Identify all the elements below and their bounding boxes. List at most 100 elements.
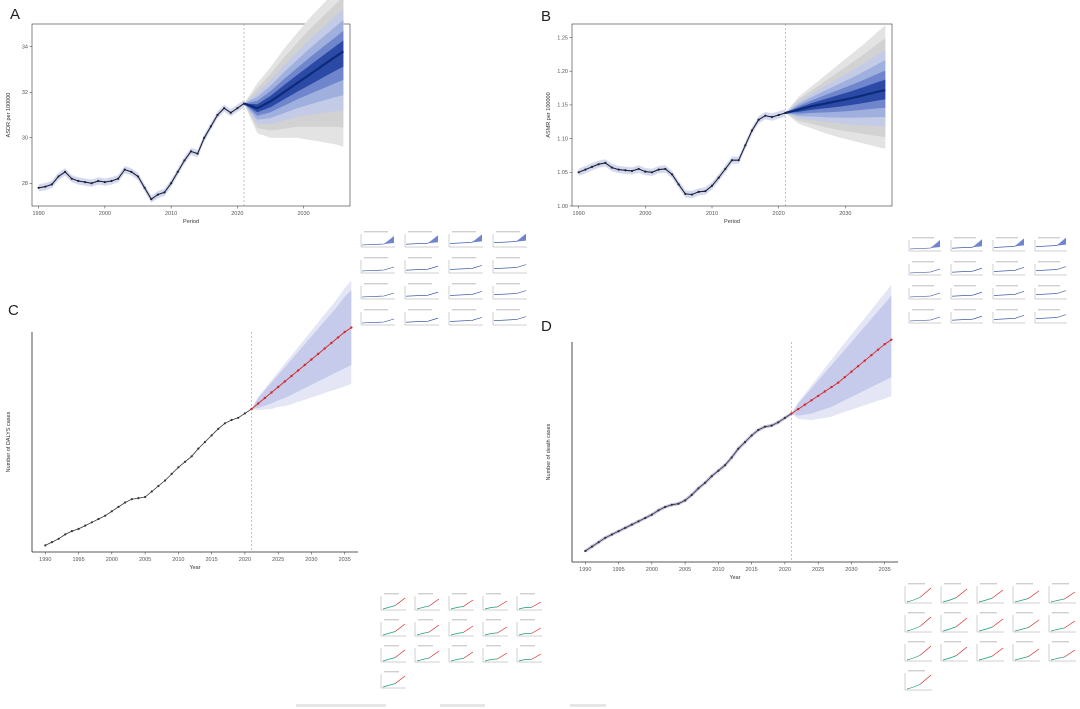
mini-chart-svg [360,257,395,274]
mini-predicted-line [395,623,406,632]
age-group-mini-chart [488,256,528,278]
age-group-mini-chart [400,256,440,278]
x-tick-label: 2020 [231,211,243,217]
predicted-point [830,385,833,389]
age-group-mini-chart [444,256,484,278]
y-tick-label: 32 [22,90,28,96]
observed-point [50,183,53,186]
observed-point [777,421,780,424]
mini-predicted-line [1028,590,1040,599]
observed-point [157,484,160,488]
mini-chart-svg [360,231,395,248]
mini-predicted-line [497,652,508,660]
x-tick-label: 2005 [139,557,151,563]
age-group-mini-chart [946,308,984,328]
mini-chart-svg [360,309,395,326]
mini-chart-svg [904,670,932,691]
x-tick-label: 2010 [172,557,184,563]
age-group-mini-chart [1044,611,1077,637]
fitted-line [584,412,793,553]
predicted-point [883,343,886,346]
age-group-mini-chart [936,640,969,666]
mini-chart-svg [1034,285,1067,300]
observed-point [657,168,660,171]
mini-trend-line [361,318,395,324]
observed-point [777,113,780,117]
observed-point [703,481,707,484]
predicted-point [890,338,893,341]
x-tick-label: 2000 [639,211,651,217]
y-tick-label: 1.05 [557,170,568,176]
observed-point [630,523,633,526]
x-tick-label: 2010 [706,211,718,217]
observed-point [156,193,159,196]
age-group-mini-chart [936,582,969,608]
predicted-point [283,380,287,383]
observed-point [223,107,226,110]
mini-observed-line [450,632,464,636]
age-group-mini-chart [444,230,484,252]
x-axis-title: Year [189,565,200,571]
mini-predicted-line [956,646,968,656]
mini-predicted-line [920,674,932,685]
observed-point [584,549,587,553]
age-group-mini-chart [356,308,396,330]
horizontal-scrollbar[interactable] [296,704,386,707]
mini-predicted-line [1064,620,1076,629]
age-group-mini-chart [1044,582,1077,608]
age-group-mini-chart [410,644,441,667]
mini-chart-svg [908,261,941,276]
horizontal-scrollbar-2[interactable] [440,704,485,707]
mini-chart-svg [448,283,483,300]
mini-band [972,239,982,248]
observed-point [744,144,747,147]
mini-chart-svg [908,309,941,324]
observed-point [644,516,647,520]
age-group-grid-c [376,592,543,693]
mini-predicted-line [497,600,508,608]
mini-chart-svg [1012,612,1040,633]
age-group-grid-a [356,230,528,330]
mini-chart-svg [976,583,1004,604]
mini-chart-svg [1034,237,1067,252]
age-group-mini-chart [1030,260,1068,280]
mini-observed-line [518,659,532,662]
mini-band [930,240,940,248]
observed-point [130,170,133,173]
observed-point [124,501,127,504]
mini-predicted-line [463,599,474,607]
age-group-mini-chart [376,618,407,641]
mini-predicted-line [956,617,968,627]
horizontal-scrollbar-3[interactable] [570,704,606,707]
observed-point [724,167,727,171]
observed-point [217,427,220,430]
x-axis-title: Period [183,219,199,225]
y-tick-label: 1.25 [557,35,568,41]
mini-title-bar [944,612,961,614]
observed-point [577,171,580,174]
mini-observed-line [978,597,993,603]
age-group-mini-chart [900,669,933,695]
mini-observed-line [1050,656,1065,661]
mini-trend-line [493,264,527,269]
x-tick-label: 2025 [812,567,824,573]
mini-chart-svg [904,641,932,662]
age-group-mini-chart [512,644,543,667]
mini-chart-svg [448,645,474,663]
mini-chart-svg [1048,641,1076,662]
age-group-mini-chart [900,611,933,637]
observed-point [664,505,667,509]
mini-band [1014,238,1024,247]
mini-title-bar [1016,641,1033,643]
observed-point [657,509,660,512]
x-tick-label: 2005 [679,567,691,573]
mini-observed-line [906,654,921,661]
observed-point [77,527,80,530]
age-group-mini-chart [478,618,509,641]
observed-point [684,192,687,195]
mini-title-bar [486,645,501,647]
observed-point [750,129,754,132]
observed-line [45,408,252,546]
age-group-mini-chart [400,230,440,252]
observed-point [203,440,207,444]
